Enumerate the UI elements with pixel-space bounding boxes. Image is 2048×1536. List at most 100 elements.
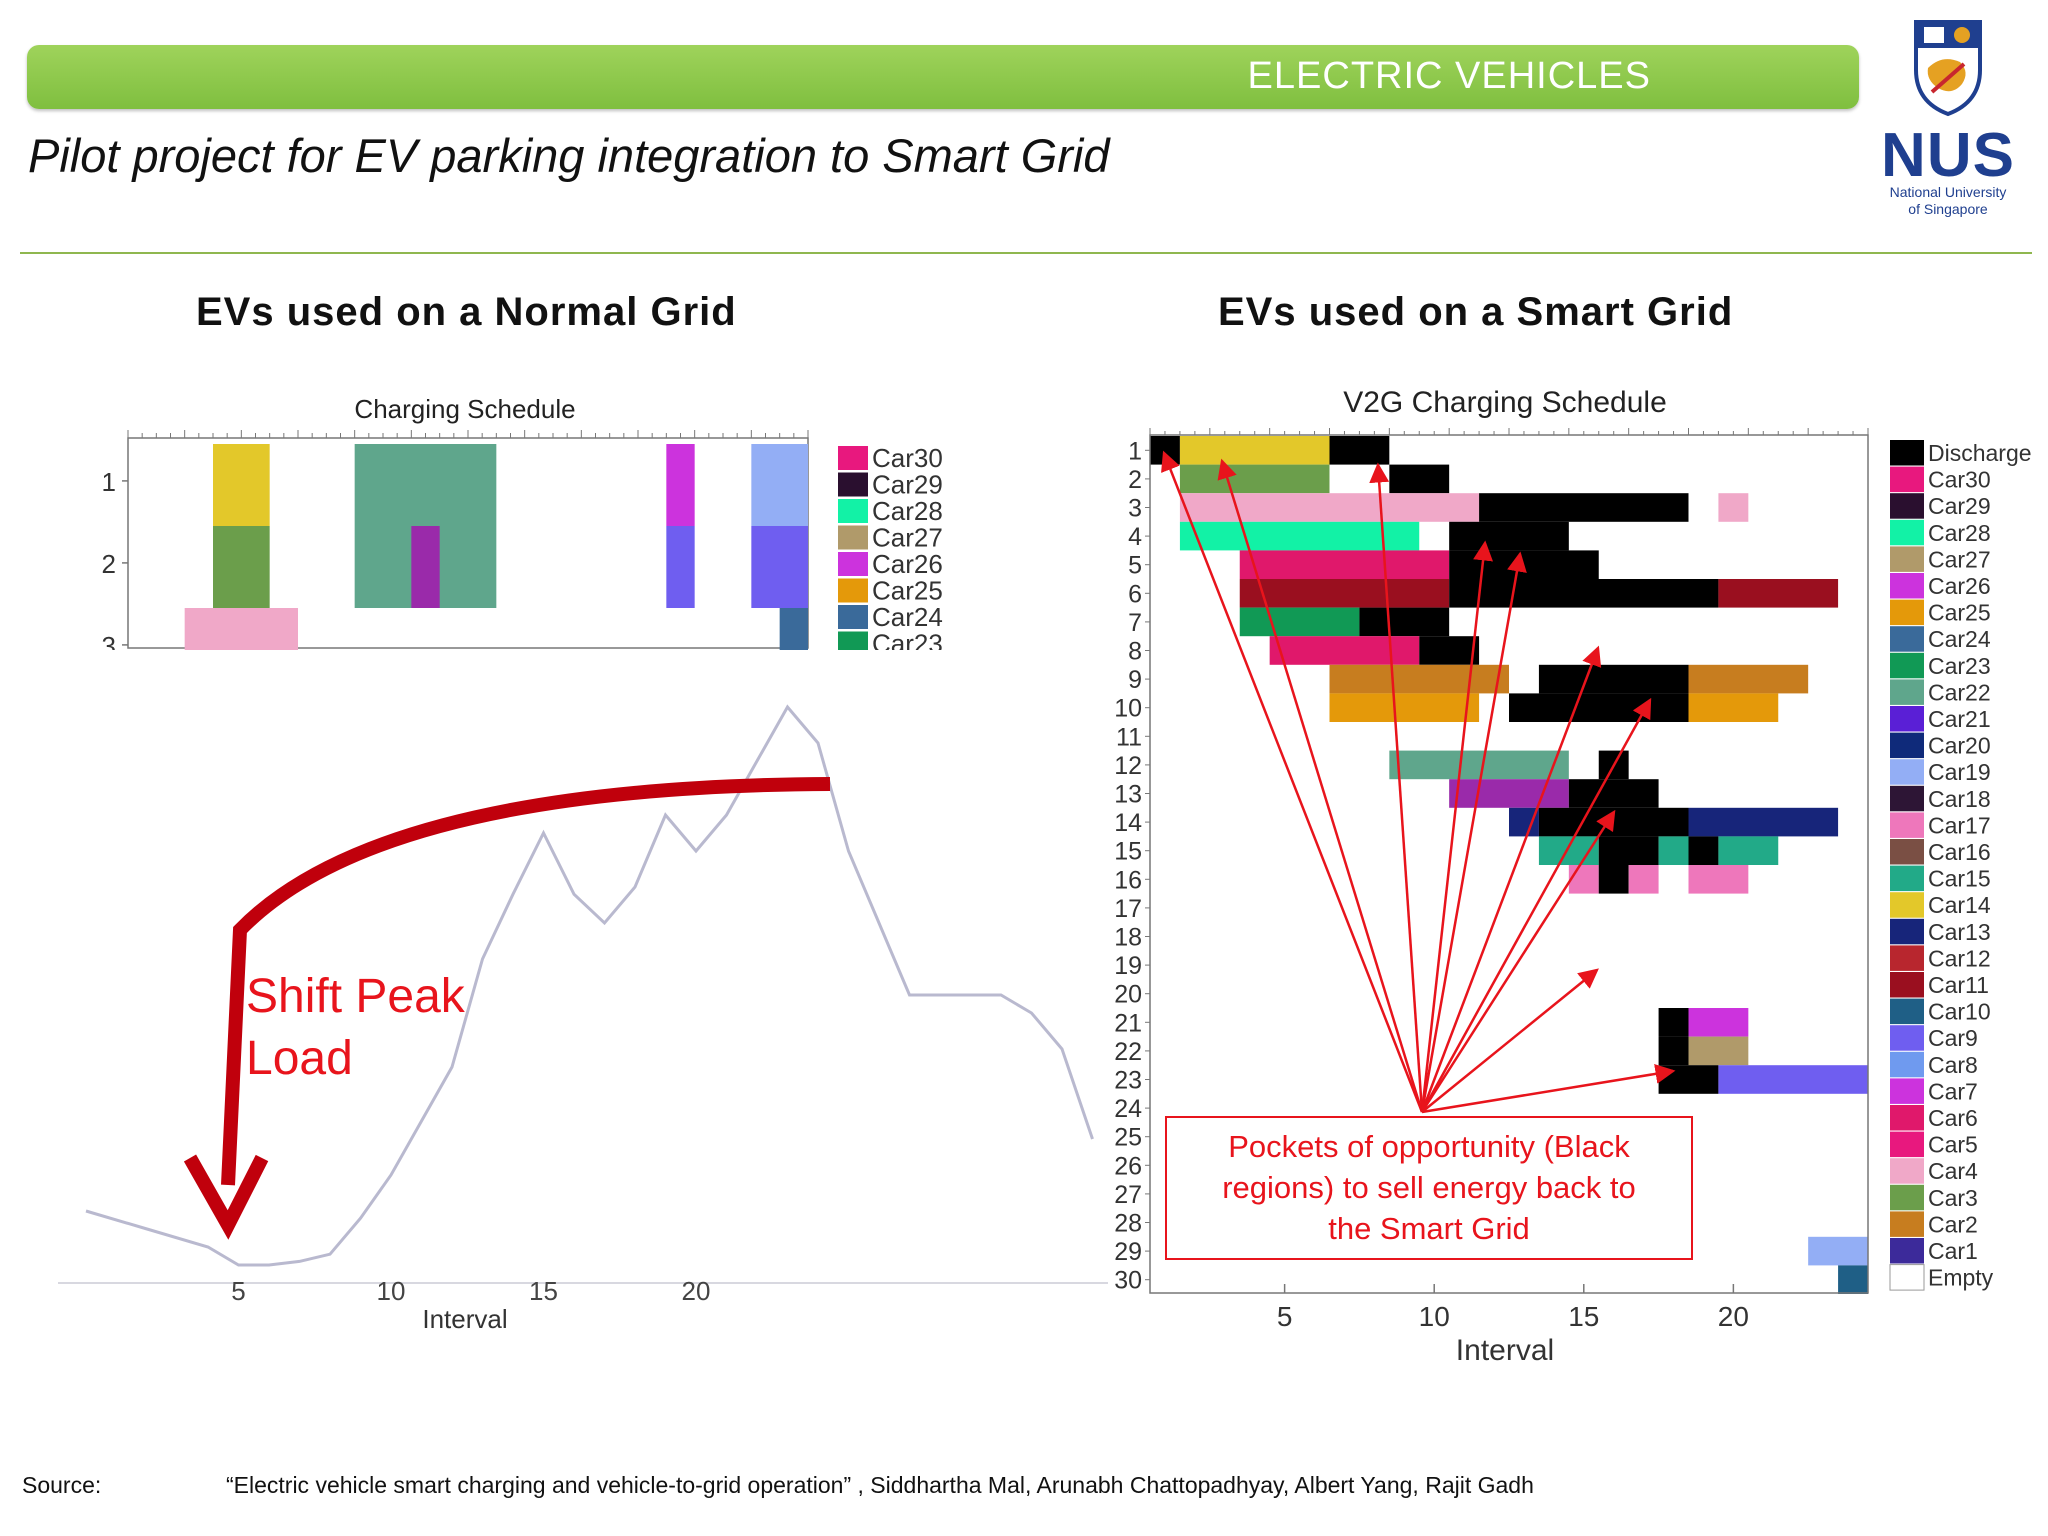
y-tick-label: 11: [1116, 723, 1142, 751]
nus-crest-icon: [1914, 20, 1982, 117]
v2g-cell: [1688, 1008, 1749, 1037]
x-tick-label: 10: [1419, 1301, 1450, 1332]
v2g-cell: [1359, 607, 1450, 637]
legend-swatch: [1890, 1051, 1924, 1078]
legend-label: Discharge: [1928, 440, 2032, 466]
left-panel-heading: EVs used on a Normal Grid: [196, 290, 737, 334]
opportunity-callout-box: [1165, 1116, 1693, 1260]
y-tick-label: 22: [1114, 1038, 1142, 1066]
x-tick-label: 5: [231, 1276, 245, 1306]
opportunity-arrow: [1421, 1063, 1676, 1114]
header-divider: [20, 252, 2032, 254]
legend-label: Car16: [1928, 839, 1991, 865]
v2g-cell: [1658, 1008, 1689, 1037]
callout-line1: Pockets of opportunity (Black: [1228, 1129, 1630, 1164]
opportunity-arrow: [1420, 540, 1494, 1113]
opportunity-arrow: [1420, 697, 1652, 1113]
y-tick-label: 17: [1114, 895, 1142, 923]
legend-swatch: [838, 525, 868, 550]
v2g-cell: [1329, 664, 1509, 694]
load-curve-mask: [40, 650, 1110, 1290]
legend-label: Car15: [1928, 866, 1991, 892]
legend-label: Car21: [1928, 706, 1991, 732]
v2g-cell: [1688, 836, 1719, 865]
legend-swatch: [1890, 865, 1924, 892]
y-tick-label: 1: [102, 467, 116, 497]
legend-label: Car8: [1928, 1052, 1978, 1078]
legend-swatch: [1890, 706, 1924, 732]
y-tick-label: 19: [1114, 952, 1142, 980]
legend-swatch: [1890, 1131, 1924, 1158]
v2g-cell: [1449, 550, 1599, 579]
v2g-cell: [1509, 807, 1539, 837]
y-tick-label: 1: [1128, 437, 1142, 465]
opportunity-arrow: [1217, 458, 1424, 1113]
v2g-cell: [1449, 779, 1569, 808]
v2g-schedule-x-ticks: 5 10 15 20: [1277, 1284, 1749, 1332]
shift-peak-label-line2: Load: [246, 1032, 353, 1085]
legend-swatch: [1890, 892, 1924, 918]
right-panel-heading: EVs used on a Smart Grid: [1218, 290, 1734, 334]
v2g-cell: [1658, 1036, 1689, 1066]
y-tick-label: 29: [1114, 1238, 1142, 1266]
legend-label: Car28: [872, 496, 943, 526]
source-citation: “Electric vehicle smart charging and veh…: [226, 1472, 1534, 1498]
shift-peak-arrowhead: [183, 1154, 269, 1240]
legend-swatch: [1890, 732, 1924, 759]
legend-swatch: [1890, 519, 1924, 546]
legend-swatch: [838, 552, 868, 576]
shift-peak-label-line1: Shift Peak: [246, 970, 466, 1023]
y-tick-label: 30: [1114, 1267, 1142, 1295]
legend-label: Car17: [1928, 812, 1991, 838]
legend-swatch: [1890, 1158, 1924, 1184]
legend-label: Car26: [1928, 573, 1991, 599]
logo-subtitle-line2: of Singapore: [1908, 201, 1988, 217]
opportunity-arrow: [1369, 462, 1424, 1113]
x-tick-label: 20: [1718, 1301, 1749, 1332]
legend-label: Car4: [1928, 1158, 1978, 1184]
legend-label: Car3: [1928, 1185, 1978, 1211]
legend-label: Car28: [1928, 520, 1991, 546]
opportunity-arrow: [1420, 645, 1602, 1113]
charging-schedule-ticks: [127, 430, 809, 438]
legend-swatch: [1890, 1211, 1924, 1237]
legend-label: Car24: [1928, 626, 1991, 652]
y-tick-label: 12: [1114, 752, 1142, 780]
y-tick-label: 8: [1128, 638, 1142, 666]
schedule-cell: [213, 526, 270, 608]
x-tick-label: 20: [682, 1276, 711, 1306]
charging-schedule-title: Charging Schedule: [354, 394, 575, 424]
legend-swatch: [1890, 1238, 1924, 1264]
v2g-cell: [1688, 865, 1749, 894]
callout-line2: regions) to sell energy back to: [1222, 1170, 1636, 1205]
legend-swatch: [1890, 839, 1924, 865]
y-tick-label: 18: [1114, 924, 1142, 952]
legend-label: Car22: [1928, 679, 1991, 705]
opportunity-arrow: [1420, 809, 1616, 1113]
v2g-cell: [1688, 664, 1809, 694]
logo-subtitle-line1: National University: [1889, 184, 2007, 200]
legend-swatch: [838, 472, 868, 497]
schedule-cell: [666, 444, 695, 526]
y-tick-label: 3: [1128, 495, 1142, 523]
x-tick-label: 10: [377, 1276, 406, 1306]
y-tick-label: 26: [1114, 1152, 1142, 1180]
legend-label: Car12: [1928, 945, 1991, 971]
legend-label: Car27: [872, 523, 943, 553]
legend-label: Car5: [1928, 1132, 1978, 1158]
legend-label: Car30: [872, 443, 943, 473]
legend-swatch: [838, 499, 868, 523]
section-banner: ELECTRIC VEHICLES: [27, 45, 1859, 109]
v2g-cell: [1628, 865, 1659, 894]
charging-schedule-y-ticks: 123: [102, 467, 128, 661]
y-tick-label: 13: [1114, 781, 1142, 809]
v2g-cell: [1389, 464, 1450, 494]
v2g-cell: [1718, 493, 1749, 522]
y-tick-label: 2: [1128, 466, 1142, 494]
y-tick-label: 6: [1128, 580, 1142, 608]
v2g-cell: [1718, 836, 1779, 865]
legend-swatch: [1890, 599, 1924, 626]
y-tick-label: 25: [1114, 1124, 1142, 1152]
legend-swatch: [1890, 972, 1924, 998]
